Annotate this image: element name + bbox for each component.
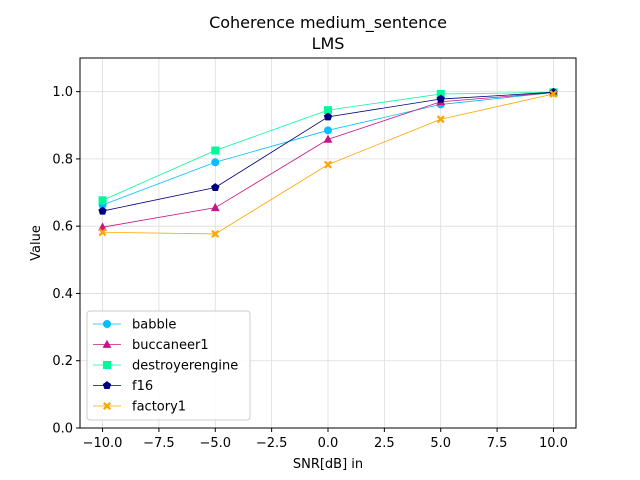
x-tick-label: −5.0 bbox=[199, 436, 231, 451]
legend-box bbox=[86, 310, 251, 421]
data-point bbox=[98, 206, 107, 215]
x-tick-label: −7.5 bbox=[143, 436, 175, 451]
x-tick-label: 10.0 bbox=[539, 436, 568, 451]
data-point bbox=[324, 160, 332, 169]
x-tick-label: −10.0 bbox=[83, 436, 123, 451]
series-layer bbox=[98, 87, 558, 238]
x-tick-label: 5.0 bbox=[430, 436, 451, 451]
legend-marker bbox=[103, 361, 111, 369]
legend-item: babble bbox=[93, 318, 176, 333]
legend-label: buccaneer1 bbox=[132, 338, 209, 353]
data-point bbox=[211, 229, 220, 238]
data-point bbox=[211, 158, 220, 167]
y-tick-label: 0.2 bbox=[52, 354, 73, 369]
legend-label: babble bbox=[132, 318, 176, 333]
data-point bbox=[436, 89, 445, 98]
data-point bbox=[323, 134, 333, 143]
data-point bbox=[98, 196, 107, 205]
legend-item: destroyerengine bbox=[93, 359, 238, 374]
y-tick-label: 0.6 bbox=[52, 220, 73, 235]
y-tick-label: 0.0 bbox=[52, 422, 73, 437]
data-point bbox=[324, 126, 332, 135]
legend: babble buccaneer1 destroyerengine f16 factor… bbox=[86, 310, 251, 421]
legend-marker bbox=[102, 381, 112, 390]
x-tick-label: 7.5 bbox=[487, 436, 508, 451]
chart-subtitle: LMS bbox=[312, 34, 345, 53]
series-factory1 bbox=[98, 89, 558, 238]
x-tick-label: −2.5 bbox=[256, 436, 288, 451]
legend-label: f16 bbox=[132, 379, 153, 394]
data-point bbox=[323, 112, 333, 121]
series-f16 bbox=[98, 87, 558, 215]
data-point bbox=[436, 115, 445, 124]
data-point bbox=[549, 87, 558, 96]
legend-item: buccaneer1 bbox=[93, 338, 209, 353]
data-point bbox=[211, 183, 220, 192]
legend-marker bbox=[103, 402, 111, 410]
legend-item: f16 bbox=[93, 379, 153, 394]
legend-marker bbox=[102, 339, 112, 348]
ticks: −10.0 −7.5 −5.0 −2.5 0.0 2.5 5.0 7.5 10.0 0.0 0.2 0… bbox=[52, 85, 568, 451]
legend-marker bbox=[103, 320, 111, 328]
y-tick-label: 0.8 bbox=[52, 152, 73, 167]
chart-title: Coherence medium_sentence bbox=[209, 13, 447, 33]
data-point bbox=[436, 94, 445, 103]
data-point bbox=[210, 202, 220, 212]
y-axis-label: Value bbox=[29, 225, 44, 261]
data-point bbox=[549, 89, 558, 98]
y-tick-label: 0.4 bbox=[52, 287, 73, 302]
x-tick-label: 0.0 bbox=[318, 436, 339, 451]
data-point bbox=[98, 228, 107, 237]
data-point bbox=[324, 106, 332, 115]
x-axis-label: SNR[dB] in bbox=[293, 457, 363, 472]
legend-label: factory1 bbox=[132, 400, 186, 415]
legend-label: destroyerengine bbox=[132, 359, 238, 374]
data-point bbox=[211, 146, 220, 155]
x-tick-label: 2.5 bbox=[374, 436, 395, 451]
legend-item: factory1 bbox=[93, 400, 186, 415]
y-tick-label: 1.0 bbox=[52, 85, 73, 100]
